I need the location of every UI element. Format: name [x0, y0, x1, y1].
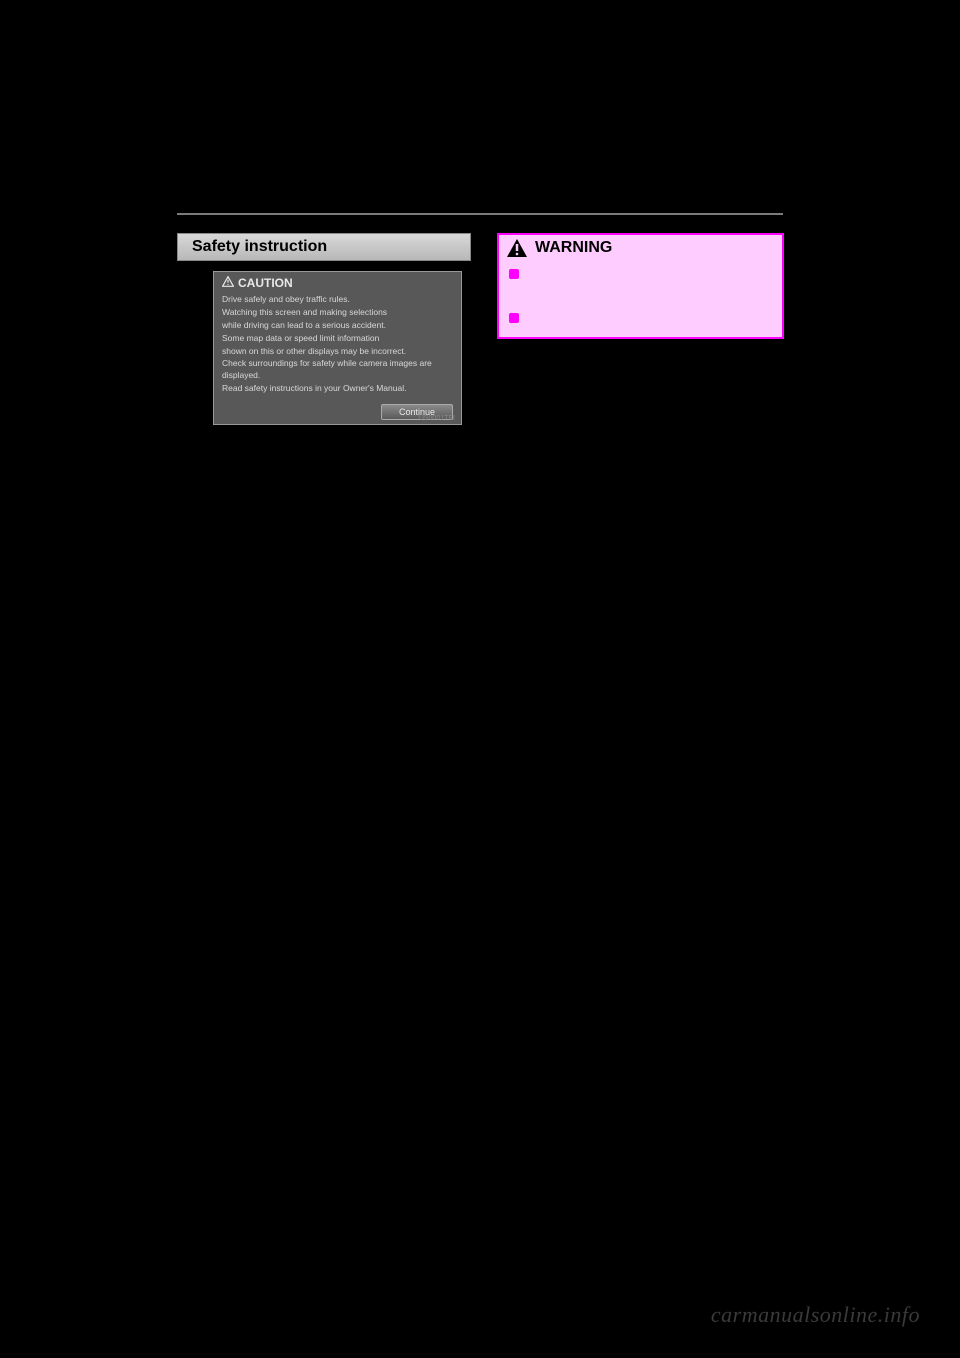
warning-triangle-icon	[222, 276, 234, 290]
caution-line: while driving can lead to a serious acci…	[222, 320, 453, 332]
caution-line: Watching this screen and making selectio…	[222, 307, 453, 319]
caution-label: CAUTION	[238, 276, 293, 290]
warning-header: WARNING	[499, 235, 782, 261]
safety-header-text: Safety instruction	[192, 238, 327, 255]
bullet-icon	[509, 269, 519, 279]
horizontal-rule	[177, 213, 783, 215]
caution-text-body: Drive safely and obey traffic rules. Wat…	[214, 294, 461, 400]
warning-label: WARNING	[535, 239, 612, 257]
left-column: Safety instruction CAUTION Drive safely …	[177, 233, 471, 425]
caution-line: Drive safely and obey traffic rules.	[222, 294, 453, 306]
image-code: US0001TEI	[419, 415, 455, 422]
warning-box: WARNING	[497, 233, 784, 339]
caution-line: Read safety instructions in your Owner's…	[222, 383, 453, 395]
warning-triangle-icon	[507, 239, 527, 257]
caution-header: CAUTION	[214, 272, 461, 294]
bullet-icon	[509, 313, 519, 323]
caution-line: Some map data or speed limit information	[222, 333, 453, 345]
caution-screenshot: CAUTION Drive safely and obey traffic ru…	[213, 271, 462, 425]
caution-line: shown on this or other displays may be i…	[222, 346, 453, 358]
right-column: WARNING	[497, 233, 784, 339]
warning-bullets-container	[499, 261, 782, 337]
caution-line: Check surroundings for safety while came…	[222, 358, 453, 382]
watermark-text: carmanualsonline.info	[711, 1302, 920, 1328]
safety-instruction-header: Safety instruction	[177, 233, 471, 261]
